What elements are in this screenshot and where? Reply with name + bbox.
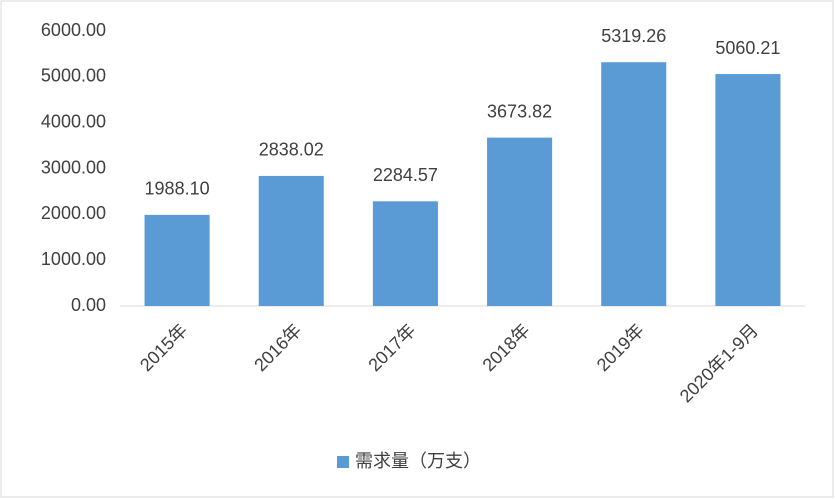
y-tick-label: 3000.00: [41, 157, 106, 177]
data-label: 5319.26: [601, 26, 666, 46]
legend-swatch: [337, 456, 349, 468]
data-label: 2284.57: [373, 165, 438, 185]
data-label: 1988.10: [145, 179, 210, 199]
bar: [715, 74, 781, 307]
bar: [601, 62, 667, 306]
y-tick-label: 6000.00: [41, 20, 106, 40]
data-label: 5060.21: [715, 38, 780, 58]
bar: [487, 137, 553, 306]
y-tick-label: 0.00: [71, 295, 106, 315]
y-tick-label: 5000.00: [41, 66, 106, 86]
bar: [258, 175, 324, 306]
data-label: 2838.02: [259, 140, 324, 160]
y-tick-label: 2000.00: [41, 203, 106, 223]
bar: [372, 201, 438, 306]
y-tick-label: 4000.00: [41, 111, 106, 131]
data-label: 3673.82: [487, 101, 552, 121]
legend-label: 需求量（万支）: [355, 451, 481, 471]
y-tick-label: 1000.00: [41, 249, 106, 269]
bar: [144, 214, 210, 306]
